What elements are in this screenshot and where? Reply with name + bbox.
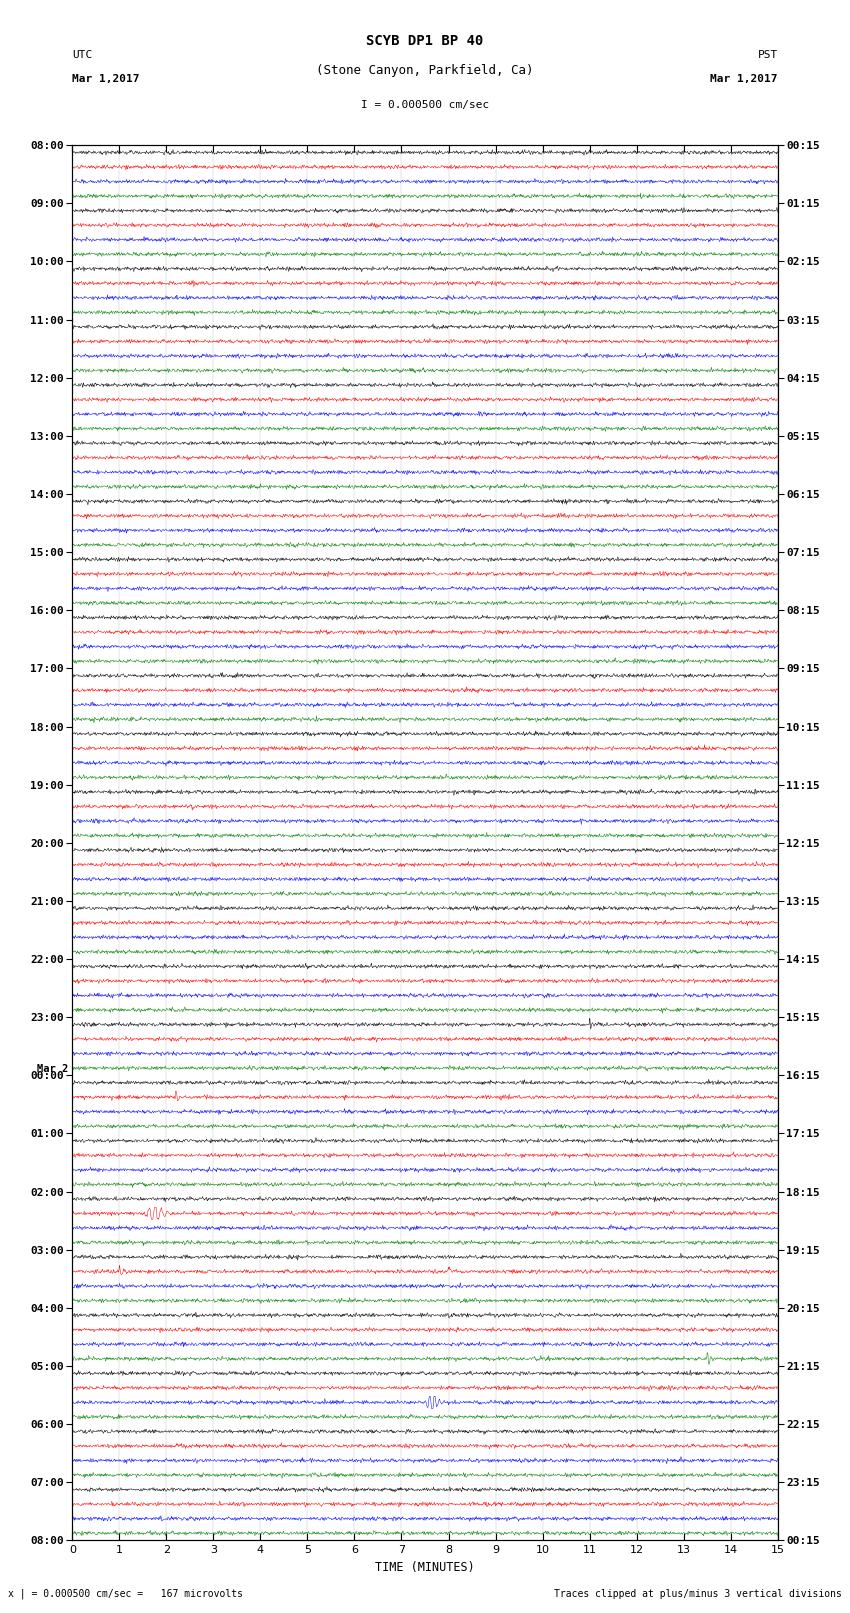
Text: SCYB DP1 BP 40: SCYB DP1 BP 40: [366, 34, 484, 48]
Text: UTC: UTC: [72, 50, 93, 60]
Text: Mar 1,2017: Mar 1,2017: [711, 74, 778, 84]
Text: (Stone Canyon, Parkfield, Ca): (Stone Canyon, Parkfield, Ca): [316, 65, 534, 77]
Text: Traces clipped at plus/minus 3 vertical divisions: Traces clipped at plus/minus 3 vertical …: [553, 1589, 842, 1598]
Text: x | = 0.000500 cm/sec =   167 microvolts: x | = 0.000500 cm/sec = 167 microvolts: [8, 1589, 243, 1598]
Text: Mar 1,2017: Mar 1,2017: [72, 74, 139, 84]
Text: PST: PST: [757, 50, 778, 60]
Text: I = 0.000500 cm/sec: I = 0.000500 cm/sec: [361, 100, 489, 110]
Text: Mar 2: Mar 2: [37, 1065, 69, 1074]
X-axis label: TIME (MINUTES): TIME (MINUTES): [375, 1561, 475, 1574]
